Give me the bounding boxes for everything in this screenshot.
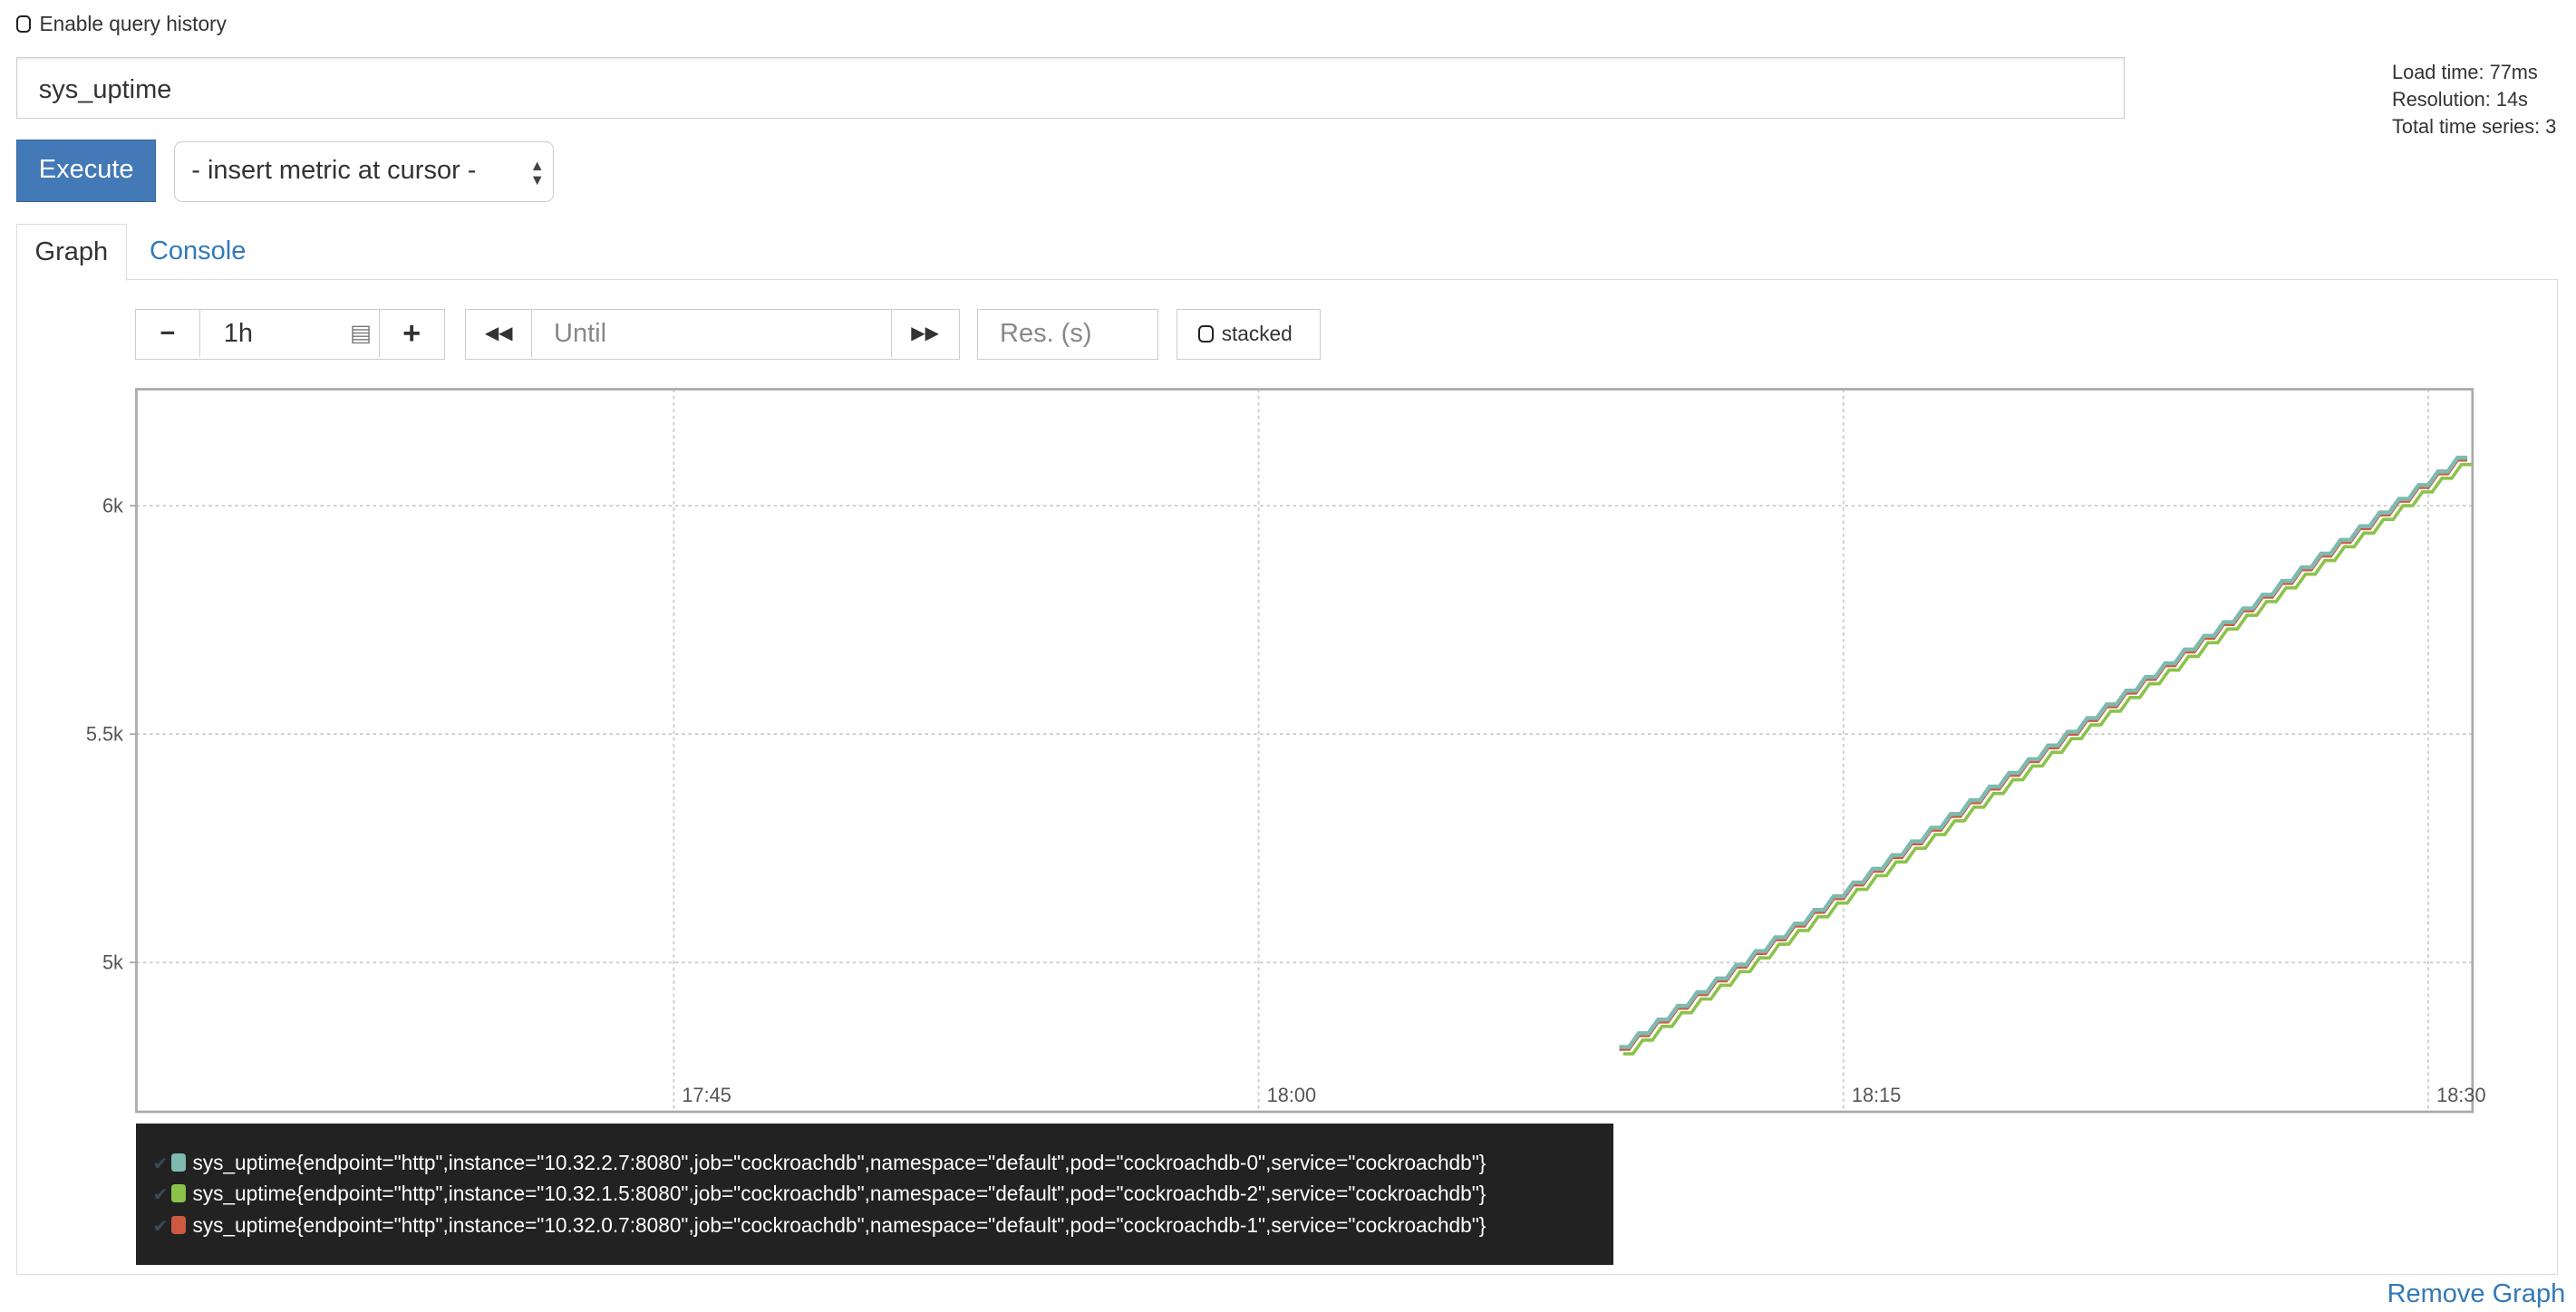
select-arrows-icon: ▲ ▼ xyxy=(529,158,545,189)
metric-select-value: - insert metric at cursor - xyxy=(191,155,477,185)
series-lines xyxy=(1619,455,2472,1056)
range-input-group: − 1h ▤ + xyxy=(134,308,446,360)
legend: ✔ sys_uptime{endpoint="http",instance="10… xyxy=(136,1123,1613,1265)
expression-input[interactable]: sys_uptime xyxy=(16,57,2125,119)
plot-frame xyxy=(135,388,2474,1114)
x-tick-label: 18:00 xyxy=(1267,1084,1316,1106)
series-swatch xyxy=(170,1153,187,1172)
legend-item[interactable]: ✔ sys_uptime{endpoint="http",instance="10… xyxy=(153,1211,1487,1240)
legend-label: sys_uptime{endpoint="http",instance="10.… xyxy=(192,1212,1487,1237)
series-line-0 xyxy=(1619,455,2468,1049)
stacked-label: stacked xyxy=(1221,321,1293,345)
check-icon: ✔ xyxy=(152,1185,169,1206)
back-button[interactable]: ◀◀ xyxy=(466,310,532,358)
x-tick-label: 18:15 xyxy=(1852,1084,1901,1106)
graph-panel xyxy=(16,279,2559,1275)
series-swatch xyxy=(170,1184,187,1203)
stacked-button[interactable]: stacked xyxy=(1176,308,1322,360)
fast-forward-icon: ▶▶ xyxy=(911,323,939,343)
legend-label: sys_uptime{endpoint="http",instance="10.… xyxy=(192,1182,1487,1206)
calendar-icon[interactable]: ▤ xyxy=(349,320,372,346)
tab-graph[interactable]: Graph xyxy=(16,223,127,281)
tick-labels: 17:45 18:00 18:15 18:30 5k 5.5k 6k xyxy=(86,494,2486,1106)
check-icon: ✔ xyxy=(152,1153,169,1174)
y-tick-label: 6k xyxy=(102,494,123,516)
resolution: Resolution: 14s xyxy=(2392,88,2528,111)
enable-query-history-checkbox[interactable]: Enable query history xyxy=(16,12,227,36)
legend-item[interactable]: ✔ sys_uptime{endpoint="http",instance="10… xyxy=(153,1179,1487,1209)
check-icon: ✔ xyxy=(152,1216,169,1237)
resolution-input[interactable]: Res. (s) xyxy=(977,308,1158,360)
range-input[interactable]: 1h xyxy=(199,309,379,358)
chart[interactable]: 17:45 18:00 18:15 18:30 5k 5.5k 6k xyxy=(0,0,2576,1134)
query-history-label: Enable query history xyxy=(39,11,227,35)
grid xyxy=(130,389,2473,1113)
decrease-range-button[interactable]: − xyxy=(160,318,176,348)
until-input[interactable]: Until xyxy=(531,309,891,358)
x-tick-label: 17:45 xyxy=(682,1084,731,1106)
execute-button[interactable]: Execute xyxy=(16,140,157,202)
remove-graph-link[interactable]: Remove Graph xyxy=(2387,1278,2566,1308)
checkbox-icon[interactable] xyxy=(16,15,32,33)
query-stats: Load time: 77ms Resolution: 14s Total ti… xyxy=(2392,59,2556,140)
tab-console[interactable]: Console xyxy=(149,236,247,265)
y-tick-label: 5.5k xyxy=(86,722,123,745)
insert-metric-select[interactable]: - insert metric at cursor - ▲ ▼ xyxy=(174,140,554,202)
increase-range-button[interactable]: + xyxy=(378,309,444,358)
series-line-1 xyxy=(1622,462,2472,1056)
x-tick-label: 18:30 xyxy=(2436,1084,2485,1106)
rewind-icon: ◀◀ xyxy=(484,323,513,343)
forward-button[interactable]: ▶▶ xyxy=(891,309,958,358)
series-swatch xyxy=(170,1215,187,1234)
checkbox-icon xyxy=(1198,325,1214,342)
load-time: Load time: 77ms xyxy=(2392,61,2538,84)
total-time-series: Total time series: 3 xyxy=(2392,115,2557,139)
legend-label: sys_uptime{endpoint="http",instance="10.… xyxy=(192,1150,1487,1174)
y-tick-label: 5k xyxy=(102,950,123,973)
legend-item[interactable]: ✔ sys_uptime{endpoint="http",instance="10… xyxy=(153,1148,1487,1178)
until-input-group: ◀◀ Until ▶▶ xyxy=(464,308,960,360)
